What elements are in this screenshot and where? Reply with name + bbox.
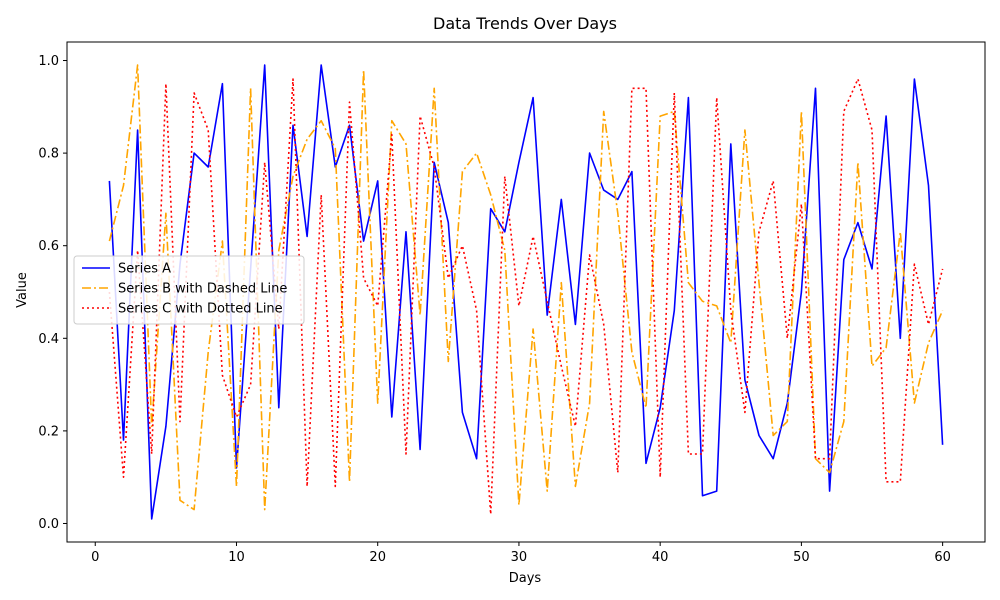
y-tick-label: 1.0 (38, 54, 59, 69)
x-axis-title: Days (509, 571, 542, 586)
series-line-b (108, 64, 944, 511)
y-axis-title: Value (15, 272, 30, 308)
legend-box (73, 255, 305, 325)
y-tick-label: 0.8 (38, 147, 59, 162)
x-tick-label: 0 (91, 550, 99, 565)
chart-title: Data Trends Over Days (433, 14, 617, 33)
legend-label: Series A (118, 262, 171, 277)
x-tick-label: 30 (511, 550, 528, 565)
axes-frame (66, 41, 986, 543)
x-tick-label: 60 (934, 550, 951, 565)
series-line-c (108, 78, 944, 516)
legend-label: Series B with Dashed Line (118, 282, 287, 297)
x-tick-label: 40 (652, 550, 669, 565)
y-tick-label: 0.0 (38, 517, 59, 532)
x-tick-label: 20 (369, 550, 386, 565)
x-tick-label: 50 (793, 550, 810, 565)
y-tick-label: 0.6 (38, 239, 59, 254)
y-tick-label: 0.2 (38, 424, 59, 439)
legend-label: Series C with Dotted Line (118, 302, 283, 317)
legend: Series A Series B with Dashed Line Series … (73, 255, 305, 325)
x-tick-label: 10 (228, 550, 245, 565)
y-tick-label: 0.4 (38, 332, 59, 347)
